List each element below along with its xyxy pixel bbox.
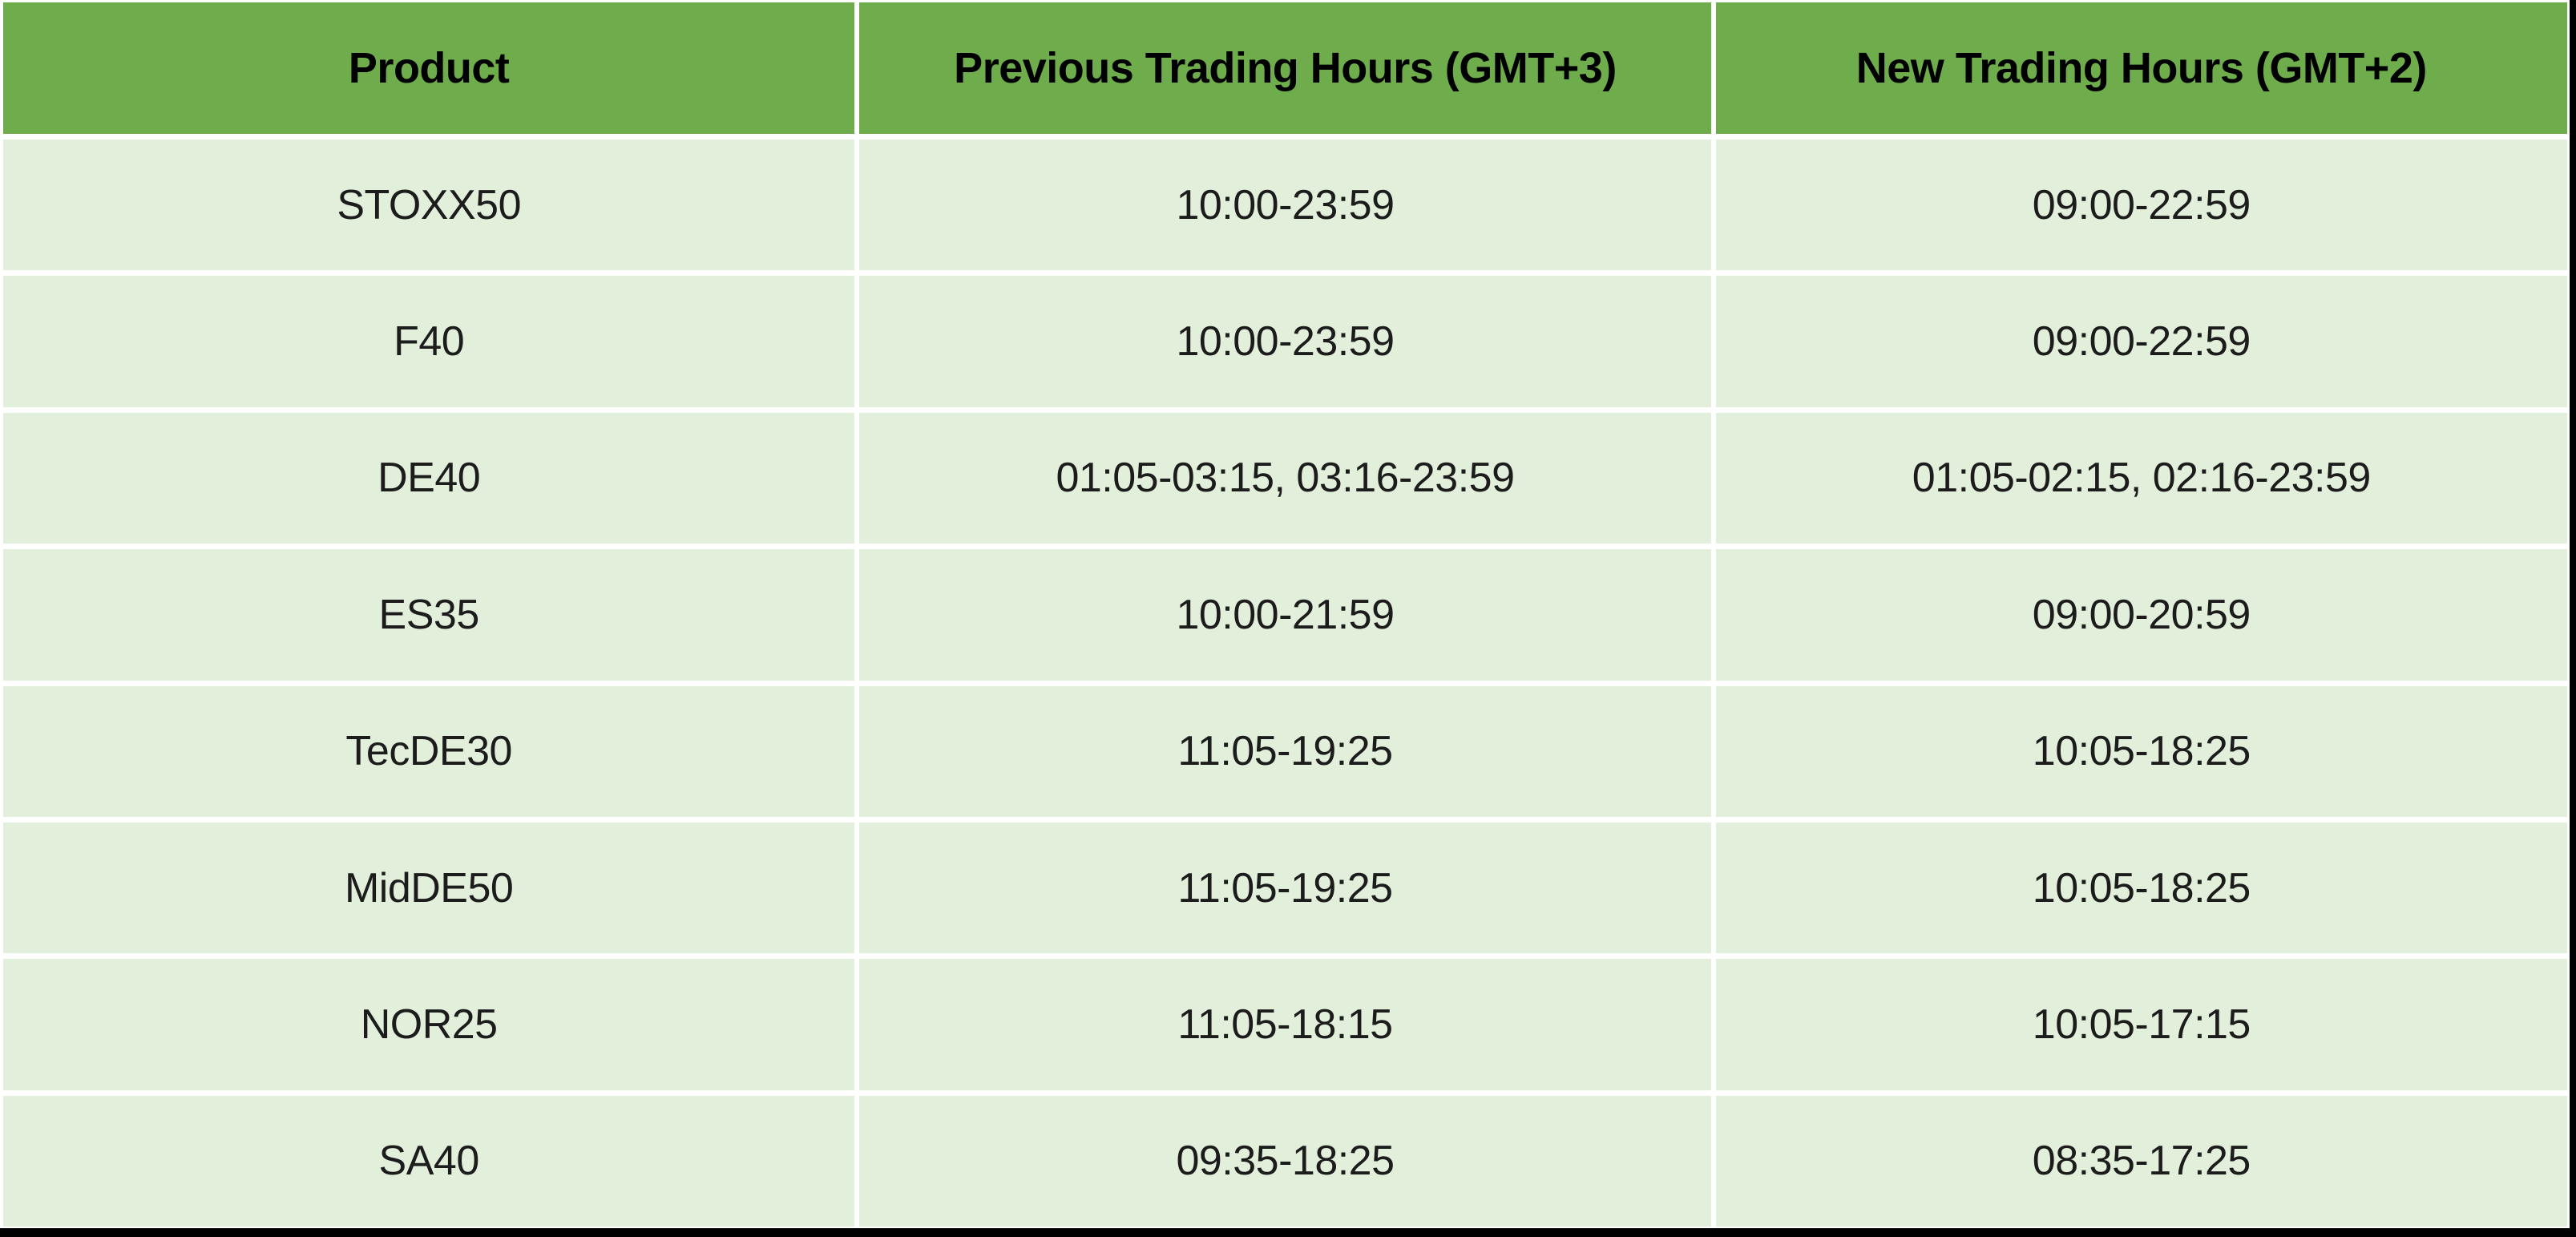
table-row: SA40 09:35-18:25 08:35-17:25: [3, 1095, 2567, 1227]
table-row: STOXX50 10:00-23:59 09:00-22:59: [3, 139, 2567, 271]
product-cell: F40: [3, 276, 855, 407]
previous-hours-cell: 11:05-19:25: [859, 822, 1711, 954]
new-hours-cell: 09:00-22:59: [1715, 276, 2567, 407]
previous-hours-cell: 11:05-19:25: [859, 685, 1711, 817]
previous-hours-cell: 10:00-23:59: [859, 139, 1711, 271]
table-row: TecDE30 11:05-19:25 10:05-18:25: [3, 685, 2567, 817]
product-cell: STOXX50: [3, 139, 855, 271]
product-cell: MidDE50: [3, 822, 855, 954]
product-cell: SA40: [3, 1095, 855, 1227]
new-hours-cell: 01:05-02:15, 02:16-23:59: [1715, 412, 2567, 544]
new-hours-cell: 08:35-17:25: [1715, 1095, 2567, 1227]
column-header-previous-hours: Previous Trading Hours (GMT+3): [859, 2, 1711, 134]
table-row: MidDE50 11:05-19:25 10:05-18:25: [3, 822, 2567, 954]
previous-hours-cell: 10:00-21:59: [859, 549, 1711, 681]
table-row: NOR25 11:05-18:15 10:05-17:15: [3, 959, 2567, 1090]
previous-hours-cell: 11:05-18:15: [859, 959, 1711, 1090]
new-hours-cell: 09:00-22:59: [1715, 139, 2567, 271]
table-row: DE40 01:05-03:15, 03:16-23:59 01:05-02:1…: [3, 412, 2567, 544]
table-header-row: Product Previous Trading Hours (GMT+3) N…: [3, 2, 2567, 134]
product-cell: DE40: [3, 412, 855, 544]
product-cell: NOR25: [3, 959, 855, 1090]
product-cell: ES35: [3, 549, 855, 681]
bottom-border-bar: [0, 1228, 2576, 1237]
previous-hours-cell: 01:05-03:15, 03:16-23:59: [859, 412, 1711, 544]
previous-hours-cell: 09:35-18:25: [859, 1095, 1711, 1227]
new-hours-cell: 09:00-20:59: [1715, 549, 2567, 681]
previous-hours-cell: 10:00-23:59: [859, 276, 1711, 407]
right-border-bar: [2570, 0, 2576, 1237]
trading-hours-table: Product Previous Trading Hours (GMT+3) N…: [3, 2, 2567, 1227]
product-cell: TecDE30: [3, 685, 855, 817]
column-header-new-hours: New Trading Hours (GMT+2): [1715, 2, 2567, 134]
table-row: ES35 10:00-21:59 09:00-20:59: [3, 549, 2567, 681]
new-hours-cell: 10:05-18:25: [1715, 685, 2567, 817]
column-header-product: Product: [3, 2, 855, 134]
new-hours-cell: 10:05-18:25: [1715, 822, 2567, 954]
table-row: F40 10:00-23:59 09:00-22:59: [3, 276, 2567, 407]
new-hours-cell: 10:05-17:15: [1715, 959, 2567, 1090]
